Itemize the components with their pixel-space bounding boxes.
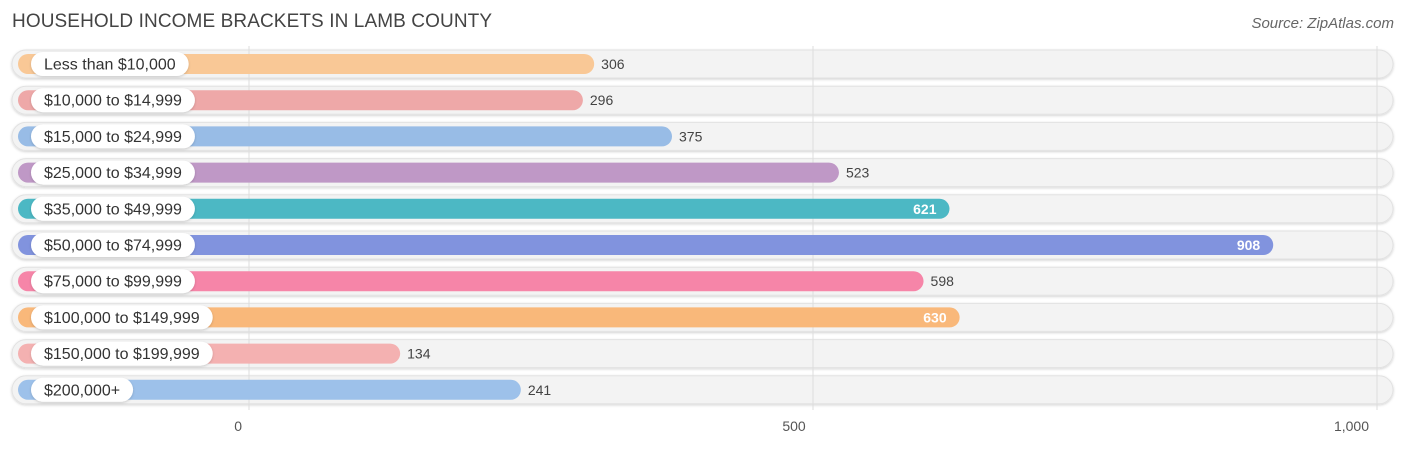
value-label: 908	[1237, 237, 1261, 253]
source-note: Source: ZipAtlas.com	[1251, 15, 1394, 32]
category-label: $15,000 to $24,999	[44, 129, 182, 146]
value-label: 621	[913, 201, 937, 217]
x-tick-label: 500	[782, 418, 806, 434]
bar	[18, 235, 1274, 255]
category-pill	[31, 305, 213, 330]
category-pill	[31, 377, 134, 402]
chart-title: HOUSEHOLD INCOME BRACKETS IN LAMB COUNTY	[12, 11, 493, 32]
category-pill	[31, 233, 195, 257]
category-pill	[31, 341, 213, 366]
value-label: 375	[679, 128, 703, 144]
category-pill	[31, 124, 195, 149]
x-tick-label: 1,000	[1334, 418, 1369, 434]
value-label: 306	[601, 56, 625, 72]
bar	[18, 307, 960, 328]
category-label: $150,000 to $199,999	[44, 346, 200, 363]
category-pill	[31, 269, 195, 294]
bar	[18, 162, 839, 183]
value-label: 598	[931, 273, 955, 289]
value-label: 523	[846, 165, 870, 181]
category-label: $35,000 to $49,999	[44, 201, 182, 218]
bar	[18, 198, 950, 219]
bar	[18, 379, 521, 400]
value-label: 134	[407, 346, 431, 362]
category-label: Less than $10,000	[44, 57, 176, 74]
x-tick-label: 0	[234, 418, 242, 434]
category-label: $50,000 to $74,999	[44, 238, 182, 255]
category-label: $75,000 to $99,999	[44, 274, 182, 291]
value-label: 630	[923, 309, 947, 325]
category-label: $100,000 to $149,999	[44, 310, 200, 327]
category-pill	[31, 160, 195, 185]
category-pill	[31, 196, 195, 221]
category-label: $25,000 to $34,999	[44, 165, 182, 182]
value-label: 241	[528, 382, 552, 398]
category-pill	[31, 88, 195, 113]
category-label: $10,000 to $14,999	[44, 93, 182, 110]
bar	[18, 271, 924, 292]
category-label: $200,000+	[44, 382, 120, 399]
value-label: 296	[590, 92, 614, 108]
category-pill	[31, 52, 189, 76]
